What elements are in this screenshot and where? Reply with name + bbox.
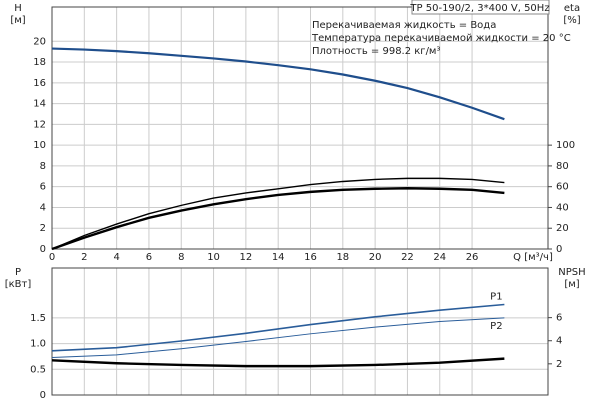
y2-tick-label: 0 bbox=[556, 244, 562, 255]
y-tick-label: 14 bbox=[33, 99, 46, 110]
y-label: [кВт] bbox=[5, 279, 32, 290]
y-label: P bbox=[15, 267, 21, 278]
y-label: H bbox=[14, 3, 22, 14]
series-line bbox=[51, 357, 505, 368]
series-line bbox=[51, 303, 505, 352]
x-tick-label: 6 bbox=[146, 252, 152, 263]
plot-frame bbox=[51, 6, 549, 250]
y2-tick-label: 40 bbox=[556, 202, 569, 213]
x-label: Q [м³/ч] bbox=[513, 252, 553, 263]
x-tick-label: 0 bbox=[49, 252, 55, 263]
annotation: Перекачиваемая жидкость = Вода bbox=[312, 20, 496, 31]
plot-frame bbox=[51, 267, 549, 396]
series-line bbox=[51, 177, 505, 250]
series-line bbox=[51, 317, 505, 358]
x-tick-label: 24 bbox=[433, 252, 446, 263]
title-box bbox=[411, 0, 550, 15]
y-tick-label: 4 bbox=[40, 202, 46, 213]
x-tick-label: 4 bbox=[113, 252, 119, 263]
x-tick-label: 10 bbox=[207, 252, 220, 263]
annotation: Плотность = 998.2 кг/м³ bbox=[312, 46, 441, 57]
y-tick-label: 2 bbox=[40, 223, 46, 234]
y-tick-label: 1.0 bbox=[30, 339, 46, 350]
y2-label: [%] bbox=[563, 15, 580, 26]
y-tick-label: 20 bbox=[33, 36, 46, 47]
y-tick-label: 6 bbox=[40, 182, 46, 193]
chart-title: TP 50-190/2, 3*400 V, 50Hz bbox=[409, 3, 549, 14]
y2-tick-label: 100 bbox=[556, 140, 575, 151]
y2-tick-label: 80 bbox=[556, 161, 569, 172]
x-tick-label: 22 bbox=[401, 252, 414, 263]
x-tick-label: 18 bbox=[336, 252, 349, 263]
y-tick-label: 12 bbox=[33, 119, 46, 130]
y-tick-label: 10 bbox=[33, 140, 46, 151]
y-tick-label: 0 bbox=[40, 244, 46, 255]
y-tick-label: 8 bbox=[40, 161, 46, 172]
y2-tick-label: 6 bbox=[556, 313, 562, 324]
y-tick-label: 0 bbox=[40, 390, 46, 400]
x-tick-label: 26 bbox=[466, 252, 479, 263]
y2-tick-label: 2 bbox=[556, 359, 562, 370]
y-tick-label: 18 bbox=[33, 57, 46, 68]
y-tick-label: 1.5 bbox=[30, 313, 46, 324]
y-label: [м] bbox=[10, 15, 25, 26]
series-line bbox=[51, 187, 505, 251]
y-tick-label: 16 bbox=[33, 78, 46, 89]
y2-label: [м] bbox=[564, 279, 579, 290]
series-line bbox=[51, 47, 505, 121]
y2-label: NPSH bbox=[558, 267, 585, 278]
x-tick-label: 14 bbox=[272, 252, 285, 263]
annotation: Температура перекачиваемой жидкости = 20… bbox=[311, 33, 571, 44]
y2-tick-label: 4 bbox=[556, 336, 562, 347]
y2-tick-label: 20 bbox=[556, 223, 569, 234]
y2-tick-label: 60 bbox=[556, 182, 569, 193]
x-tick-label: 8 bbox=[178, 252, 184, 263]
y2-label: eta bbox=[564, 3, 580, 14]
x-tick-label: 12 bbox=[240, 252, 253, 263]
series-label: P2 bbox=[490, 321, 502, 332]
x-tick-label: 20 bbox=[369, 252, 382, 263]
x-tick-label: 16 bbox=[304, 252, 317, 263]
x-tick-label: 2 bbox=[81, 252, 87, 263]
y-tick-label: 0.5 bbox=[30, 364, 46, 375]
series-label: P1 bbox=[490, 292, 502, 303]
